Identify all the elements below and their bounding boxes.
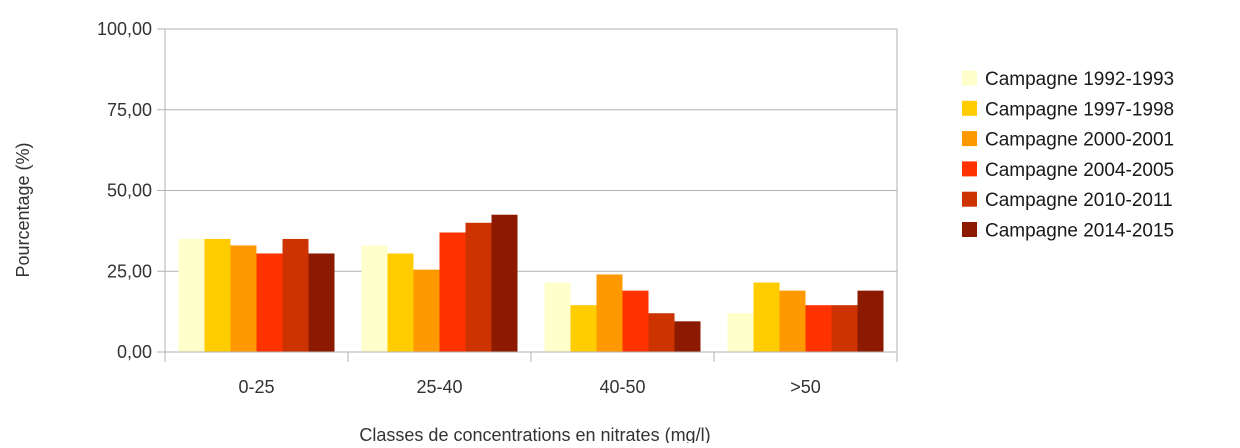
bar-campagne-2004-2005-0 [256,253,283,352]
bar-campagne-2004-2005-1 [439,232,466,352]
legend-label: Campagne 2004-2005 [985,160,1174,181]
x-tick-label: >50 [790,377,821,397]
bar-campagne-2000-2001-1 [413,269,440,352]
bar-campagne-2000-2001-0 [230,245,257,352]
legend-label: Campagne 2014-2015 [985,221,1174,242]
y-axis-label: Pourcentage (%) [13,142,33,277]
bar-campagne-1992-1993-0 [178,238,205,352]
bar-campagne-2014-2015-0 [308,253,335,352]
bar-campagne-1992-1993-1 [361,245,388,352]
bar-campagne-2000-2001-2 [596,274,623,352]
x-tick-label: 25-40 [416,377,462,397]
bar-campagne-2014-2015-2 [674,321,701,352]
legend-swatch [962,161,977,177]
bars [178,214,884,352]
x-axis-label: Classes de concentrations en nitrates (m… [359,425,710,443]
bar-campagne-2010-2011-0 [282,238,309,352]
bar-campagne-2014-2015-1 [491,214,518,352]
legend-swatch [962,131,977,147]
y-tick-labels: 0,00 25,00 50,00 75,00 100,00 [97,19,152,362]
legend-label: Campagne 2000-2001 [985,130,1174,151]
bar-campagne-2004-2005-2 [622,290,649,352]
legend-label: Campagne 1992-1993 [985,69,1174,90]
bar-campagne-1997-1998-1 [387,253,414,352]
y-tick-label: 0,00 [117,342,152,362]
bar-campagne-2004-2005-3 [805,305,832,352]
x-tick-label: 40-50 [599,377,645,397]
x-tick-label: 0-25 [238,377,274,397]
legend-swatch [962,70,977,86]
legend-swatch [962,191,977,207]
bar-campagne-2014-2015-3 [857,290,884,352]
bar-campagne-1992-1993-2 [544,282,571,352]
bar-campagne-2010-2011-2 [648,313,675,352]
legend-swatch [962,100,977,116]
legend-label: Campagne 2010-2011 [985,190,1173,211]
legend-label: Campagne 1997-1998 [985,99,1174,120]
y-tick-label: 50,00 [107,181,152,201]
x-tick-labels: 0-25 25-40 40-50 >50 [238,377,820,397]
bar-campagne-2000-2001-3 [779,290,806,352]
axes [157,28,898,362]
y-tick-label: 100,00 [97,19,152,39]
legend-swatch [962,222,977,237]
bar-campagne-2010-2011-1 [465,222,492,352]
legend: Campagne 1992-1993 Campagne 1997-1998 Camp… [962,69,1174,242]
bar-campagne-2010-2011-3 [831,305,858,352]
bar-campagne-1992-1993-3 [727,313,754,352]
y-tick-label: 25,00 [107,261,152,281]
bar-campagne-1997-1998-0 [204,238,231,352]
bar-campagne-1997-1998-3 [753,282,780,352]
y-tick-label: 75,00 [107,100,152,120]
bar-campagne-1997-1998-2 [570,305,597,352]
